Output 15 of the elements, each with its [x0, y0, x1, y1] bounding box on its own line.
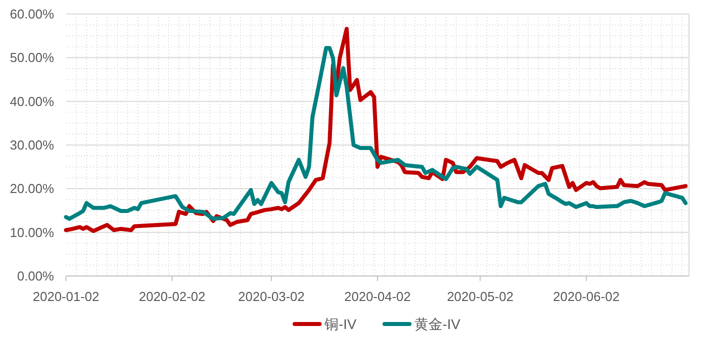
y-tick-label: 50.00%	[10, 50, 54, 66]
x-tick-label: 2020-05-02	[446, 289, 514, 304]
legend-label: 黄金-IV	[414, 316, 462, 332]
x-tick-label: 2020-01-02	[32, 289, 100, 304]
x-tick-label: 2020-06-02	[553, 289, 620, 304]
y-tick-label: 30.00%	[10, 138, 54, 152]
x-tick-label: 2020-02-02	[138, 289, 206, 304]
legend-label: 铜-IV	[324, 316, 358, 332]
y-tick-label: 20.00%	[10, 181, 54, 196]
y-tick-label: 40.00%	[10, 94, 54, 109]
x-tick-label: 2020-04-02	[344, 289, 411, 304]
y-tick-label: 60.00%	[10, 6, 54, 22]
y-tick-label: 0.00%	[17, 268, 54, 284]
x-tick-label: 2020-03-02	[238, 289, 305, 304]
y-tick-label: 10.00%	[10, 224, 54, 240]
